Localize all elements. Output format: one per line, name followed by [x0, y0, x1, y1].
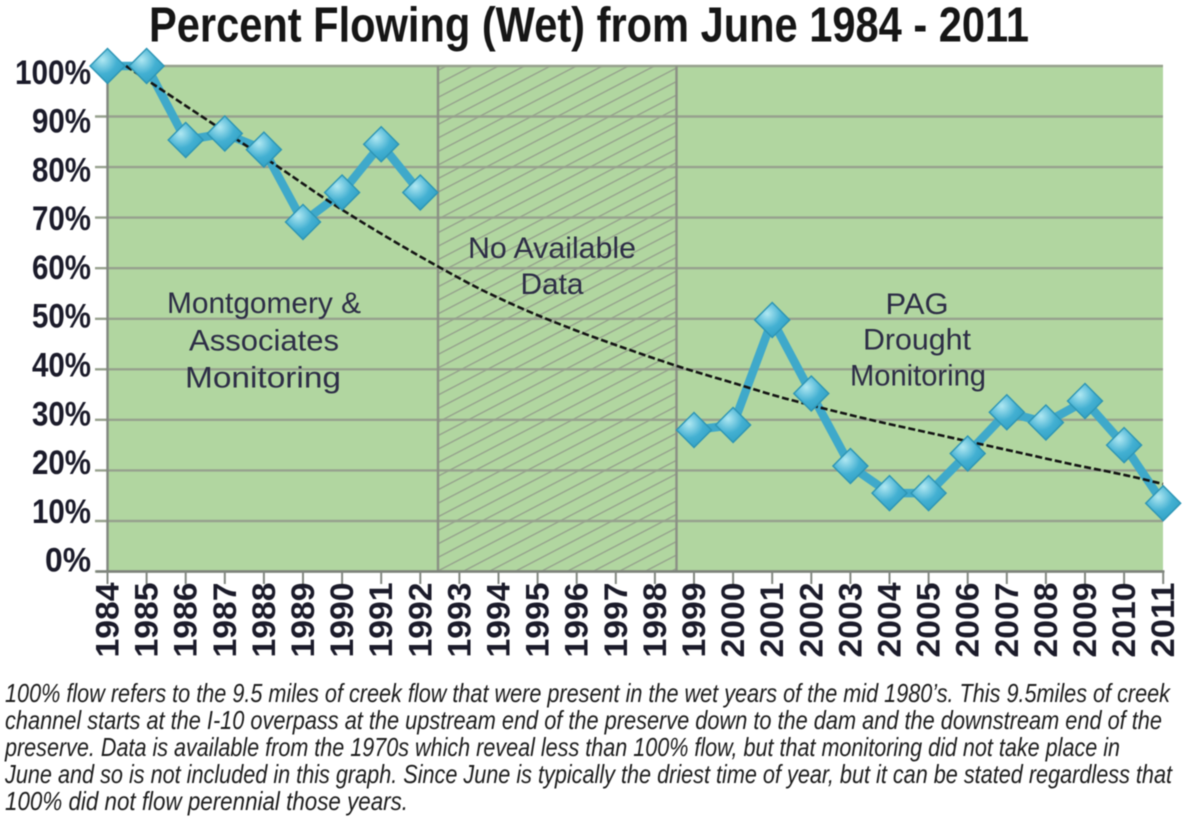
svg-text:2000: 2000 — [715, 583, 751, 658]
svg-text:10%: 10% — [32, 493, 91, 531]
svg-text:1987: 1987 — [207, 583, 243, 658]
svg-text:1989: 1989 — [285, 583, 321, 658]
svg-text:1994: 1994 — [481, 582, 517, 657]
svg-text:1998: 1998 — [637, 583, 673, 658]
svg-text:2003: 2003 — [832, 583, 868, 658]
svg-text:June and so is not included in: June and so is not included in this grap… — [4, 759, 1173, 789]
svg-text:1990: 1990 — [324, 583, 360, 658]
svg-text:1996: 1996 — [559, 583, 595, 658]
svg-text:2010: 2010 — [1106, 583, 1142, 658]
svg-text:1997: 1997 — [598, 583, 634, 658]
svg-text:2011: 2011 — [1145, 583, 1181, 658]
svg-text:2008: 2008 — [1028, 583, 1064, 658]
svg-text:80%: 80% — [32, 151, 91, 189]
svg-text:1985: 1985 — [129, 583, 165, 658]
svg-text:2006: 2006 — [950, 583, 986, 658]
svg-text:20%: 20% — [32, 444, 91, 482]
svg-text:100% flow refers to the 9.5 mi: 100% flow refers to the 9.5 miles of cre… — [5, 678, 1172, 708]
svg-text:100%: 100% — [15, 54, 91, 92]
svg-text:No Available: No Available — [468, 232, 636, 265]
svg-text:Montgomery &: Montgomery & — [167, 287, 361, 320]
svg-text:2004: 2004 — [872, 582, 908, 657]
svg-text:Data: Data — [521, 268, 584, 301]
svg-text:40%: 40% — [32, 347, 91, 385]
svg-text:60%: 60% — [32, 249, 91, 287]
svg-text:PAG: PAG — [886, 288, 949, 321]
svg-text:90%: 90% — [32, 103, 91, 141]
svg-text:Percent Flowing (Wet) from Jun: Percent Flowing (Wet) from June 1984 - 2… — [149, 0, 1029, 53]
svg-text:2007: 2007 — [989, 583, 1025, 658]
svg-text:1992: 1992 — [402, 583, 438, 658]
svg-text:Drought: Drought — [863, 324, 972, 357]
svg-text:Monitoring: Monitoring — [850, 359, 986, 392]
svg-text:1993: 1993 — [441, 583, 477, 658]
svg-text:Monitoring: Monitoring — [185, 362, 341, 395]
svg-text:Associates: Associates — [189, 325, 339, 358]
svg-text:1999: 1999 — [676, 583, 712, 658]
svg-text:2009: 2009 — [1067, 583, 1103, 658]
svg-text:1995: 1995 — [520, 583, 556, 658]
svg-text:2001: 2001 — [754, 583, 790, 658]
svg-text:0%: 0% — [45, 542, 91, 580]
svg-text:1988: 1988 — [246, 583, 282, 658]
svg-text:50%: 50% — [32, 298, 91, 336]
svg-text:channel starts at the I-10 ove: channel starts at the I-10 overpass at t… — [5, 705, 1162, 735]
svg-text:1986: 1986 — [168, 583, 204, 658]
svg-text:1991: 1991 — [363, 583, 399, 658]
svg-text:preserve. Data is available fr: preserve. Data is available from the 197… — [4, 732, 1120, 762]
svg-text:2005: 2005 — [911, 583, 947, 658]
svg-text:2002: 2002 — [793, 583, 829, 658]
svg-text:100% did not flow perennial th: 100% did not flow perennial those years. — [5, 786, 408, 816]
svg-text:30%: 30% — [32, 395, 91, 433]
svg-text:70%: 70% — [32, 200, 91, 238]
svg-text:1984: 1984 — [90, 582, 126, 657]
